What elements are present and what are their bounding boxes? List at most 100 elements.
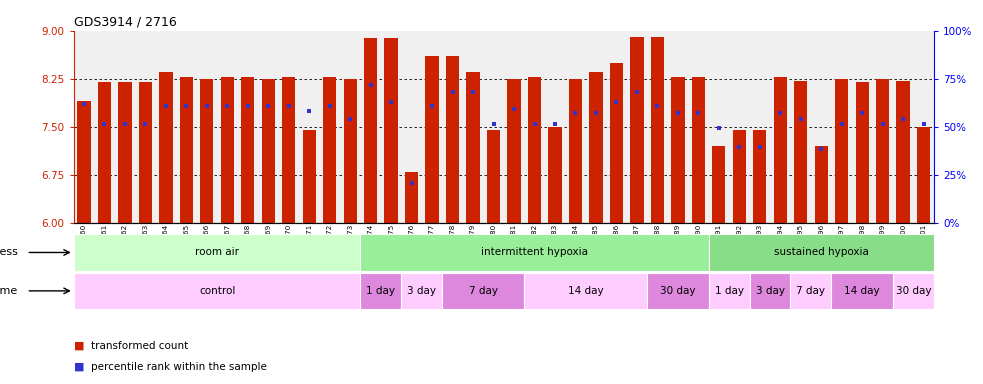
Text: ■: ■ [74,362,85,372]
Bar [118,82,132,223]
Text: sustained hypoxia: sustained hypoxia [774,247,869,258]
Point [117,121,133,127]
Bar [343,79,357,223]
Text: room air: room air [195,247,239,258]
Bar [671,77,684,223]
Bar [651,37,665,223]
Text: GDS3914 / 2716: GDS3914 / 2716 [74,15,177,28]
Bar [609,63,623,223]
Point [875,121,891,127]
Text: 1 day: 1 day [367,286,395,296]
Bar [282,77,296,223]
Bar [647,273,709,309]
Bar [139,82,152,223]
Point [158,103,174,109]
Point [444,88,460,94]
Text: control: control [199,286,235,296]
Text: 30 day: 30 day [896,286,931,296]
Bar [241,77,255,223]
Bar [261,79,275,223]
Bar [630,37,644,223]
Point [342,116,358,122]
Point [711,125,726,131]
Point [363,82,378,88]
Point [321,103,337,109]
Bar [507,79,521,223]
Point [486,121,501,127]
Bar [790,273,832,309]
Text: 7 day: 7 day [796,286,826,296]
Bar [524,273,647,309]
Point [567,109,583,116]
Point [629,88,645,94]
Point [281,103,297,109]
Bar [74,273,361,309]
Text: transformed count: transformed count [91,341,189,351]
Bar [549,127,561,223]
Bar [74,234,361,271]
Bar [364,38,377,223]
Point [527,121,543,127]
Bar [180,77,193,223]
Point [731,144,747,150]
Point [773,109,788,116]
Point [138,121,153,127]
Point [588,109,604,116]
Text: 14 day: 14 day [844,286,880,296]
Text: 7 day: 7 day [469,286,497,296]
Bar [709,234,934,271]
Bar [361,234,709,271]
Point [260,103,276,109]
Text: 30 day: 30 day [661,286,696,296]
Bar [855,82,869,223]
Point [813,146,829,152]
Text: time: time [0,286,18,296]
Bar [712,146,725,223]
Text: 3 day: 3 day [756,286,784,296]
Text: stress: stress [0,247,18,258]
Bar [442,273,524,309]
Bar [815,146,828,223]
Bar [709,273,749,309]
Bar [835,79,848,223]
Bar [466,72,480,223]
Bar [832,273,893,309]
Bar [201,79,213,223]
Bar [589,72,603,223]
Bar [220,77,234,223]
Text: 3 day: 3 day [407,286,436,296]
Bar [893,273,934,309]
Point [670,109,686,116]
Point [793,116,809,122]
Point [548,121,563,127]
Point [96,121,112,127]
Bar [361,273,401,309]
Bar [528,77,542,223]
Bar [876,79,890,223]
Text: ■: ■ [74,341,85,351]
Text: 1 day: 1 day [715,286,743,296]
Bar [446,56,459,223]
Bar [159,72,173,223]
Bar [78,101,90,223]
Bar [97,82,111,223]
Bar [384,38,398,223]
Bar [303,130,316,223]
Bar [774,77,787,223]
Bar [487,130,500,223]
Bar [732,130,746,223]
Bar [405,172,419,223]
Text: intermittent hypoxia: intermittent hypoxia [481,247,588,258]
Point [425,103,440,109]
Point [199,103,214,109]
Point [383,99,399,106]
Bar [426,56,438,223]
Point [240,103,256,109]
Point [854,109,870,116]
Bar [917,127,930,223]
Point [465,88,481,94]
Point [896,116,911,122]
Bar [794,81,807,223]
Point [76,101,91,108]
Bar [753,130,767,223]
